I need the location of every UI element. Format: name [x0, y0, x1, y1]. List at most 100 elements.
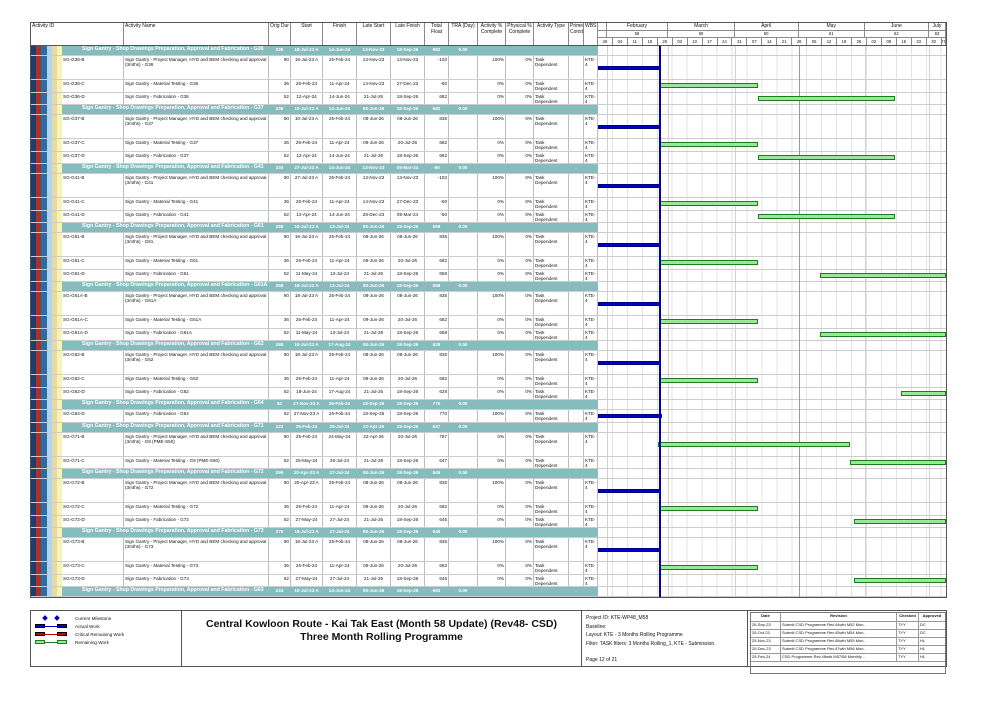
wbs-band — [31, 92, 37, 104]
wbs-band — [56, 469, 63, 478]
group-summary-row: Sign Gantry - Shop Drawings Preparation,… — [31, 469, 946, 479]
prime-const — [569, 479, 584, 502]
wbs-band — [46, 115, 52, 138]
wbs-band — [36, 387, 42, 399]
revision-header-row: Date Revision Checked Approved — [751, 613, 945, 622]
late-start-date: 13-Nov-23 — [357, 56, 391, 79]
late-start-date: 21-Jul-26 — [357, 328, 391, 340]
group-summary-value: 13-Jul-24 — [323, 223, 357, 232]
group-summary-value: 682 — [425, 46, 449, 55]
wbs-band — [56, 92, 63, 104]
wbs-band — [56, 316, 63, 328]
group-empty-cell — [534, 223, 569, 232]
group-summary-value: 123 — [269, 422, 291, 432]
group-summary-value: 270 — [269, 528, 291, 537]
wbs-band — [51, 139, 57, 151]
activity-pct-complete: 100% — [478, 233, 506, 256]
wbs-band — [36, 46, 42, 55]
group-summary-row: Sign Gantry - Shop Drawings Preparation,… — [31, 223, 946, 233]
physical-pct-complete: 0% — [506, 387, 534, 399]
activity-id: SG-G73-C — [62, 562, 124, 574]
orig-dur: 90 — [269, 292, 291, 315]
wbs-band — [41, 92, 47, 104]
activity-row: SG-G37-C Sign Gantry - Material Testing -… — [31, 139, 946, 152]
gantt-row-canvas — [598, 139, 946, 151]
wbs-band — [31, 56, 37, 79]
late-finish-date: 18-Sep-26 — [391, 410, 425, 422]
gantt-row-canvas — [598, 174, 946, 197]
activity-pct-complete: 0% — [478, 269, 506, 281]
group-summary-value: 235 — [269, 46, 291, 55]
legend-bar-link — [45, 641, 57, 643]
wbs-band — [46, 80, 52, 92]
group-summary-value: 234 — [269, 587, 291, 596]
wbs-band — [46, 210, 52, 222]
week-label: 23 — [912, 38, 927, 46]
total-float: 682 — [425, 139, 449, 151]
group-empty-cell — [534, 164, 569, 173]
orig-dur: 52 — [269, 515, 291, 527]
physical-pct-complete: 0% — [506, 151, 534, 163]
group-title: Sign Gantry - Shop Drawings Preparation,… — [62, 164, 269, 173]
activity-pct-complete: 0% — [478, 503, 506, 515]
prime-const — [569, 432, 584, 456]
wbs-band — [36, 292, 42, 315]
gantt-row-canvas — [598, 528, 946, 537]
wbs-band — [41, 387, 47, 399]
physical-pct-complete: 0% — [506, 410, 534, 422]
revision-cell: DC — [920, 630, 926, 635]
tra-days — [449, 210, 478, 222]
tra-days — [449, 151, 478, 163]
wbs-band — [31, 574, 37, 586]
late-start-date: 18-Sep-26 — [357, 410, 391, 422]
prime-const — [569, 80, 584, 92]
wbs-color-bands — [31, 174, 63, 197]
activity-id: SG-G61A-B — [62, 292, 124, 315]
wbs-band — [51, 574, 57, 586]
wbs-band — [51, 80, 57, 92]
wbs-band — [31, 80, 37, 92]
wbs-band — [51, 223, 57, 232]
wbs-band — [51, 422, 57, 432]
orig-dur: 36 — [269, 316, 291, 328]
page-number: Page 12 of 21 — [586, 657, 618, 663]
late-start-date: 21-Jul-26 — [357, 515, 391, 527]
wbs-band — [41, 316, 47, 328]
group-summary-value: 18-Jul-23 A — [291, 341, 323, 350]
activity-type: Task Dependent — [534, 538, 569, 561]
activity-row: SG-G41-B Sign Gantry - Project Manager, H… — [31, 174, 946, 198]
group-summary-row: Sign Gantry - Shop Drawings Preparation,… — [31, 422, 946, 433]
remaining-work-bar — [820, 272, 946, 278]
activity-pct-complete: 100% — [478, 292, 506, 315]
actual-icon — [35, 624, 71, 628]
late-start-date: 08-Jun-26 — [357, 292, 391, 315]
actual-work-bar — [598, 547, 660, 552]
group-title: Sign Gantry - Shop Drawings Preparation,… — [62, 105, 269, 114]
physical-pct-complete: 0% — [506, 174, 534, 197]
legend-item-critical: Critical Remaining Work — [35, 630, 177, 638]
wbs-band — [36, 223, 42, 232]
group-summary-value: 27-Nov-23 A — [291, 400, 323, 409]
prime-const — [569, 233, 584, 256]
wbs-band — [51, 269, 57, 281]
late-start-date: 09-Jun-26 — [357, 139, 391, 151]
activity-name: Sign Gantry - Project Manager, HYD and B… — [124, 233, 269, 256]
gantt-row-canvas — [598, 410, 946, 422]
activity-type: Task Dependent — [534, 574, 569, 586]
wbs-band — [46, 328, 52, 340]
wbs-band — [31, 422, 37, 432]
tra-days — [449, 316, 478, 328]
wbs-band — [41, 422, 47, 432]
wbs-code: KTE-4 — [584, 292, 598, 315]
start-date: 12-Apr-24 — [291, 92, 323, 104]
start-date: 27-Nov-23 A — [291, 410, 323, 422]
start-date: 27-Jul-23 A — [291, 174, 323, 197]
legend-bar-icon — [57, 640, 67, 644]
gantt-row-canvas — [598, 422, 946, 432]
group-empty-cell — [569, 469, 584, 478]
wbs-band — [46, 269, 52, 281]
prime-const — [569, 574, 584, 586]
wbs-band — [51, 316, 57, 328]
wbs-color-bands — [31, 351, 63, 374]
group-summary-value: 0.00 — [449, 587, 478, 596]
